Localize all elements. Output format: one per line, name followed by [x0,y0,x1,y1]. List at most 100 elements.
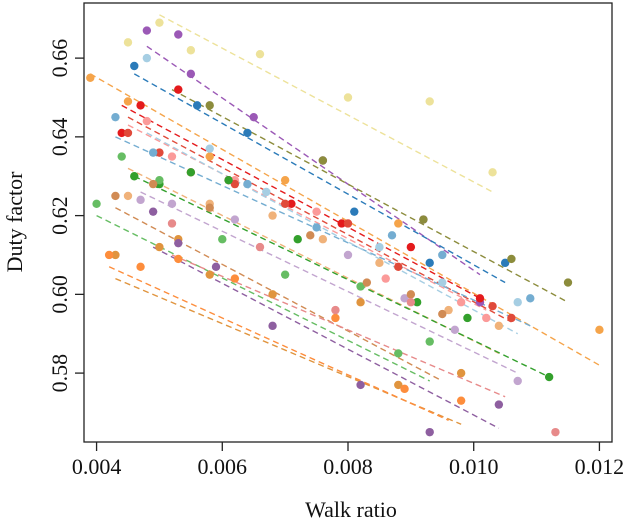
data-point [331,313,340,323]
fit-line [96,214,431,382]
fit-line [115,207,443,382]
data-point [394,219,403,228]
data-point [148,207,158,216]
data-point [255,49,265,59]
data-point [356,298,365,307]
data-point [130,172,139,181]
data-point [551,427,560,437]
data-point [192,101,202,110]
data-point [111,191,120,201]
data-point [400,294,409,303]
x-tick-label: 0.012 [575,454,625,479]
fit-line [159,14,493,193]
data-point [142,53,152,63]
fit-lines [89,14,600,429]
data-point [356,380,365,390]
data-point [136,101,145,110]
data-point [488,168,497,177]
data-point [167,219,177,228]
data-point [362,278,372,287]
data-point [167,152,177,161]
data-point [513,376,522,386]
data-point [318,156,328,165]
fit-line [171,254,506,398]
data-point [394,380,403,390]
data-point [280,175,290,185]
fit-line [108,266,449,421]
fit-line [146,45,481,276]
data-point [425,258,434,268]
x-tick-label: 0.008 [323,454,373,479]
data-point [312,207,321,216]
data-point [526,294,535,303]
data-point [595,325,604,334]
data-point [167,199,177,208]
data-point [142,116,152,126]
data-point [381,274,390,283]
data-point [174,85,183,94]
data-point [463,313,472,323]
data-point [186,168,196,177]
data-point [174,254,183,264]
y-tick-label: 0.66 [47,39,72,78]
data-point [230,179,240,189]
data-point [117,152,126,161]
data-point [406,290,416,299]
data-point [450,325,460,334]
data-point [425,97,434,106]
data-point [494,321,504,331]
data-point [249,112,258,122]
data-point [104,250,114,260]
data-point [482,313,491,323]
data-point [419,215,428,224]
fit-line [140,191,519,374]
data-point [280,199,290,208]
data-point [130,61,139,71]
data-point [318,235,328,244]
data-point [155,18,164,27]
y-tick-label: 0.58 [47,354,72,393]
data-point [287,199,296,208]
y-tick-label: 0.60 [47,275,72,314]
data-point [387,231,397,240]
data-point [155,175,164,185]
data-point [507,254,516,264]
fit-line [152,246,500,429]
data-point [400,384,409,394]
data-point [136,262,145,271]
x-tick-label: 0.010 [449,454,499,479]
data-point [412,298,422,307]
data-point [406,298,416,307]
data-point [513,298,522,307]
data-point [148,179,158,189]
data-point [155,242,164,252]
fit-line [89,73,600,366]
data-point [375,242,384,252]
fit-line [127,167,500,355]
data-point [343,93,353,102]
data-point [375,258,384,268]
data-point [224,175,233,185]
fit-line [115,136,531,327]
data-point [268,290,277,299]
data-point [268,211,277,220]
data-point [438,250,447,260]
data-point [343,219,353,228]
data-point [306,231,315,240]
data-point [475,294,485,303]
data-point [148,148,158,157]
fit-line [171,89,569,303]
y-tick-label: 0.64 [47,118,72,157]
data-point [205,101,214,110]
data-point [142,26,152,35]
data-point [186,46,196,55]
data-point [262,187,271,197]
fit-line [146,132,519,335]
data-point [205,270,214,279]
x-axis: 0.004 0.006 0.008 0.010 0.012 [72,442,624,479]
data-point [438,309,447,319]
data-point [456,368,466,378]
data-point [230,215,240,224]
data-point [350,207,359,216]
